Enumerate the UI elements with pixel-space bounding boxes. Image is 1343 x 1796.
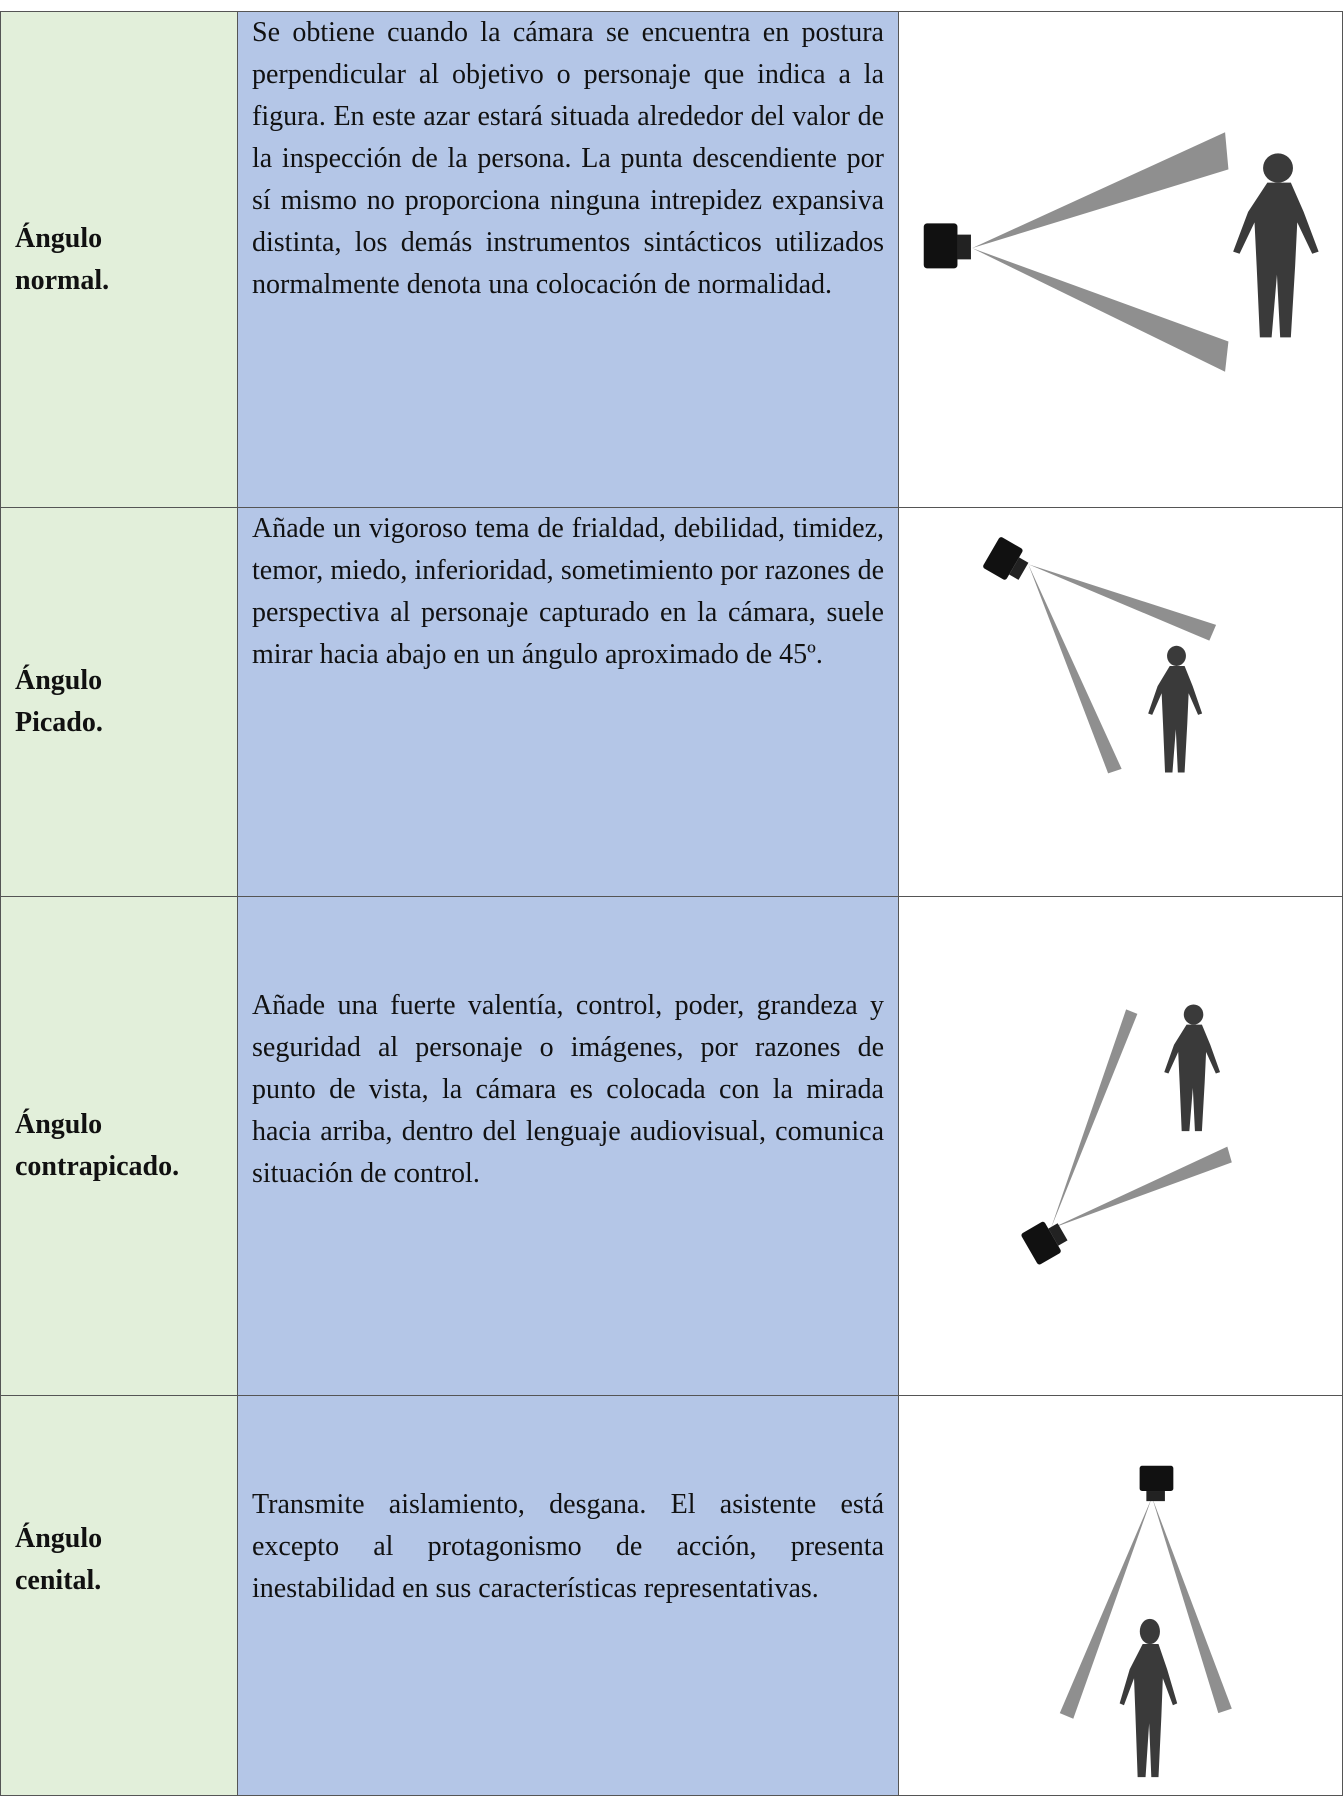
camera-angle-illustration [982, 536, 1217, 774]
angle-label: Ángulo [15, 222, 103, 254]
angle-label-cell: Ángulo contrapicado. [0, 896, 238, 1396]
illustration-cell [898, 896, 1343, 1396]
angle-label: Picado. [15, 707, 103, 738]
angle-label: Ángulo [15, 1523, 103, 1554]
camera-angle-illustration [1059, 1465, 1232, 1778]
angle-label: Ángulo [15, 665, 103, 696]
angle-label: contrapicado. [15, 1151, 180, 1182]
table-body: Ángulo normal. Se obtiene cuando la cámara… [0, 11, 1343, 1796]
illustration-cell [898, 11, 1343, 508]
camera-angle-illustration [1020, 1004, 1232, 1266]
table-row: Ángulo normal. Se obtiene cuando la cámara… [0, 11, 1343, 508]
angle-description: Transmite aislamiento, desgana. El asist… [237, 1395, 899, 1796]
angle-label-cell: Ángulo normal. [0, 11, 238, 508]
table-row: Ángulo cenital. Transmite aislamiento, des… [0, 1395, 1343, 1796]
angles-table: Ángulo normal. Se obtiene cuando la cámara… [0, 11, 1343, 1796]
angle-label: Ángulo [15, 1109, 103, 1140]
angle-description: Añade un vigoroso tema de frialdad, debi… [237, 507, 899, 897]
camera-angle-illustration [923, 132, 1319, 372]
table-row: Ángulo Picado. Añade un vigoroso tema de f… [0, 507, 1343, 897]
angle-description: Se obtiene cuando la cámara se encuentra… [237, 11, 899, 508]
angle-label-cell: Ángulo Picado. [0, 507, 238, 897]
angle-label: cenital. [15, 1565, 102, 1596]
angle-description: Añade una fuerte valentía, control, pode… [237, 896, 899, 1396]
illustration-cell [898, 1395, 1343, 1796]
table-row: Ángulo contrapicado. Añade una fuerte vale… [0, 896, 1343, 1396]
angle-label: normal. [15, 264, 110, 296]
illustration-cell [898, 507, 1343, 897]
angle-label-cell: Ángulo cenital. [0, 1395, 238, 1796]
